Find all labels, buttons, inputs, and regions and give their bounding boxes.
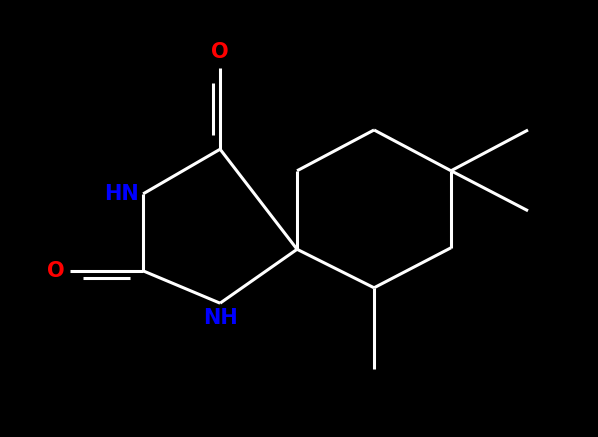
Text: O: O — [211, 42, 229, 62]
Text: HN: HN — [105, 184, 139, 204]
Text: NH: NH — [203, 308, 237, 328]
Text: O: O — [47, 261, 65, 281]
